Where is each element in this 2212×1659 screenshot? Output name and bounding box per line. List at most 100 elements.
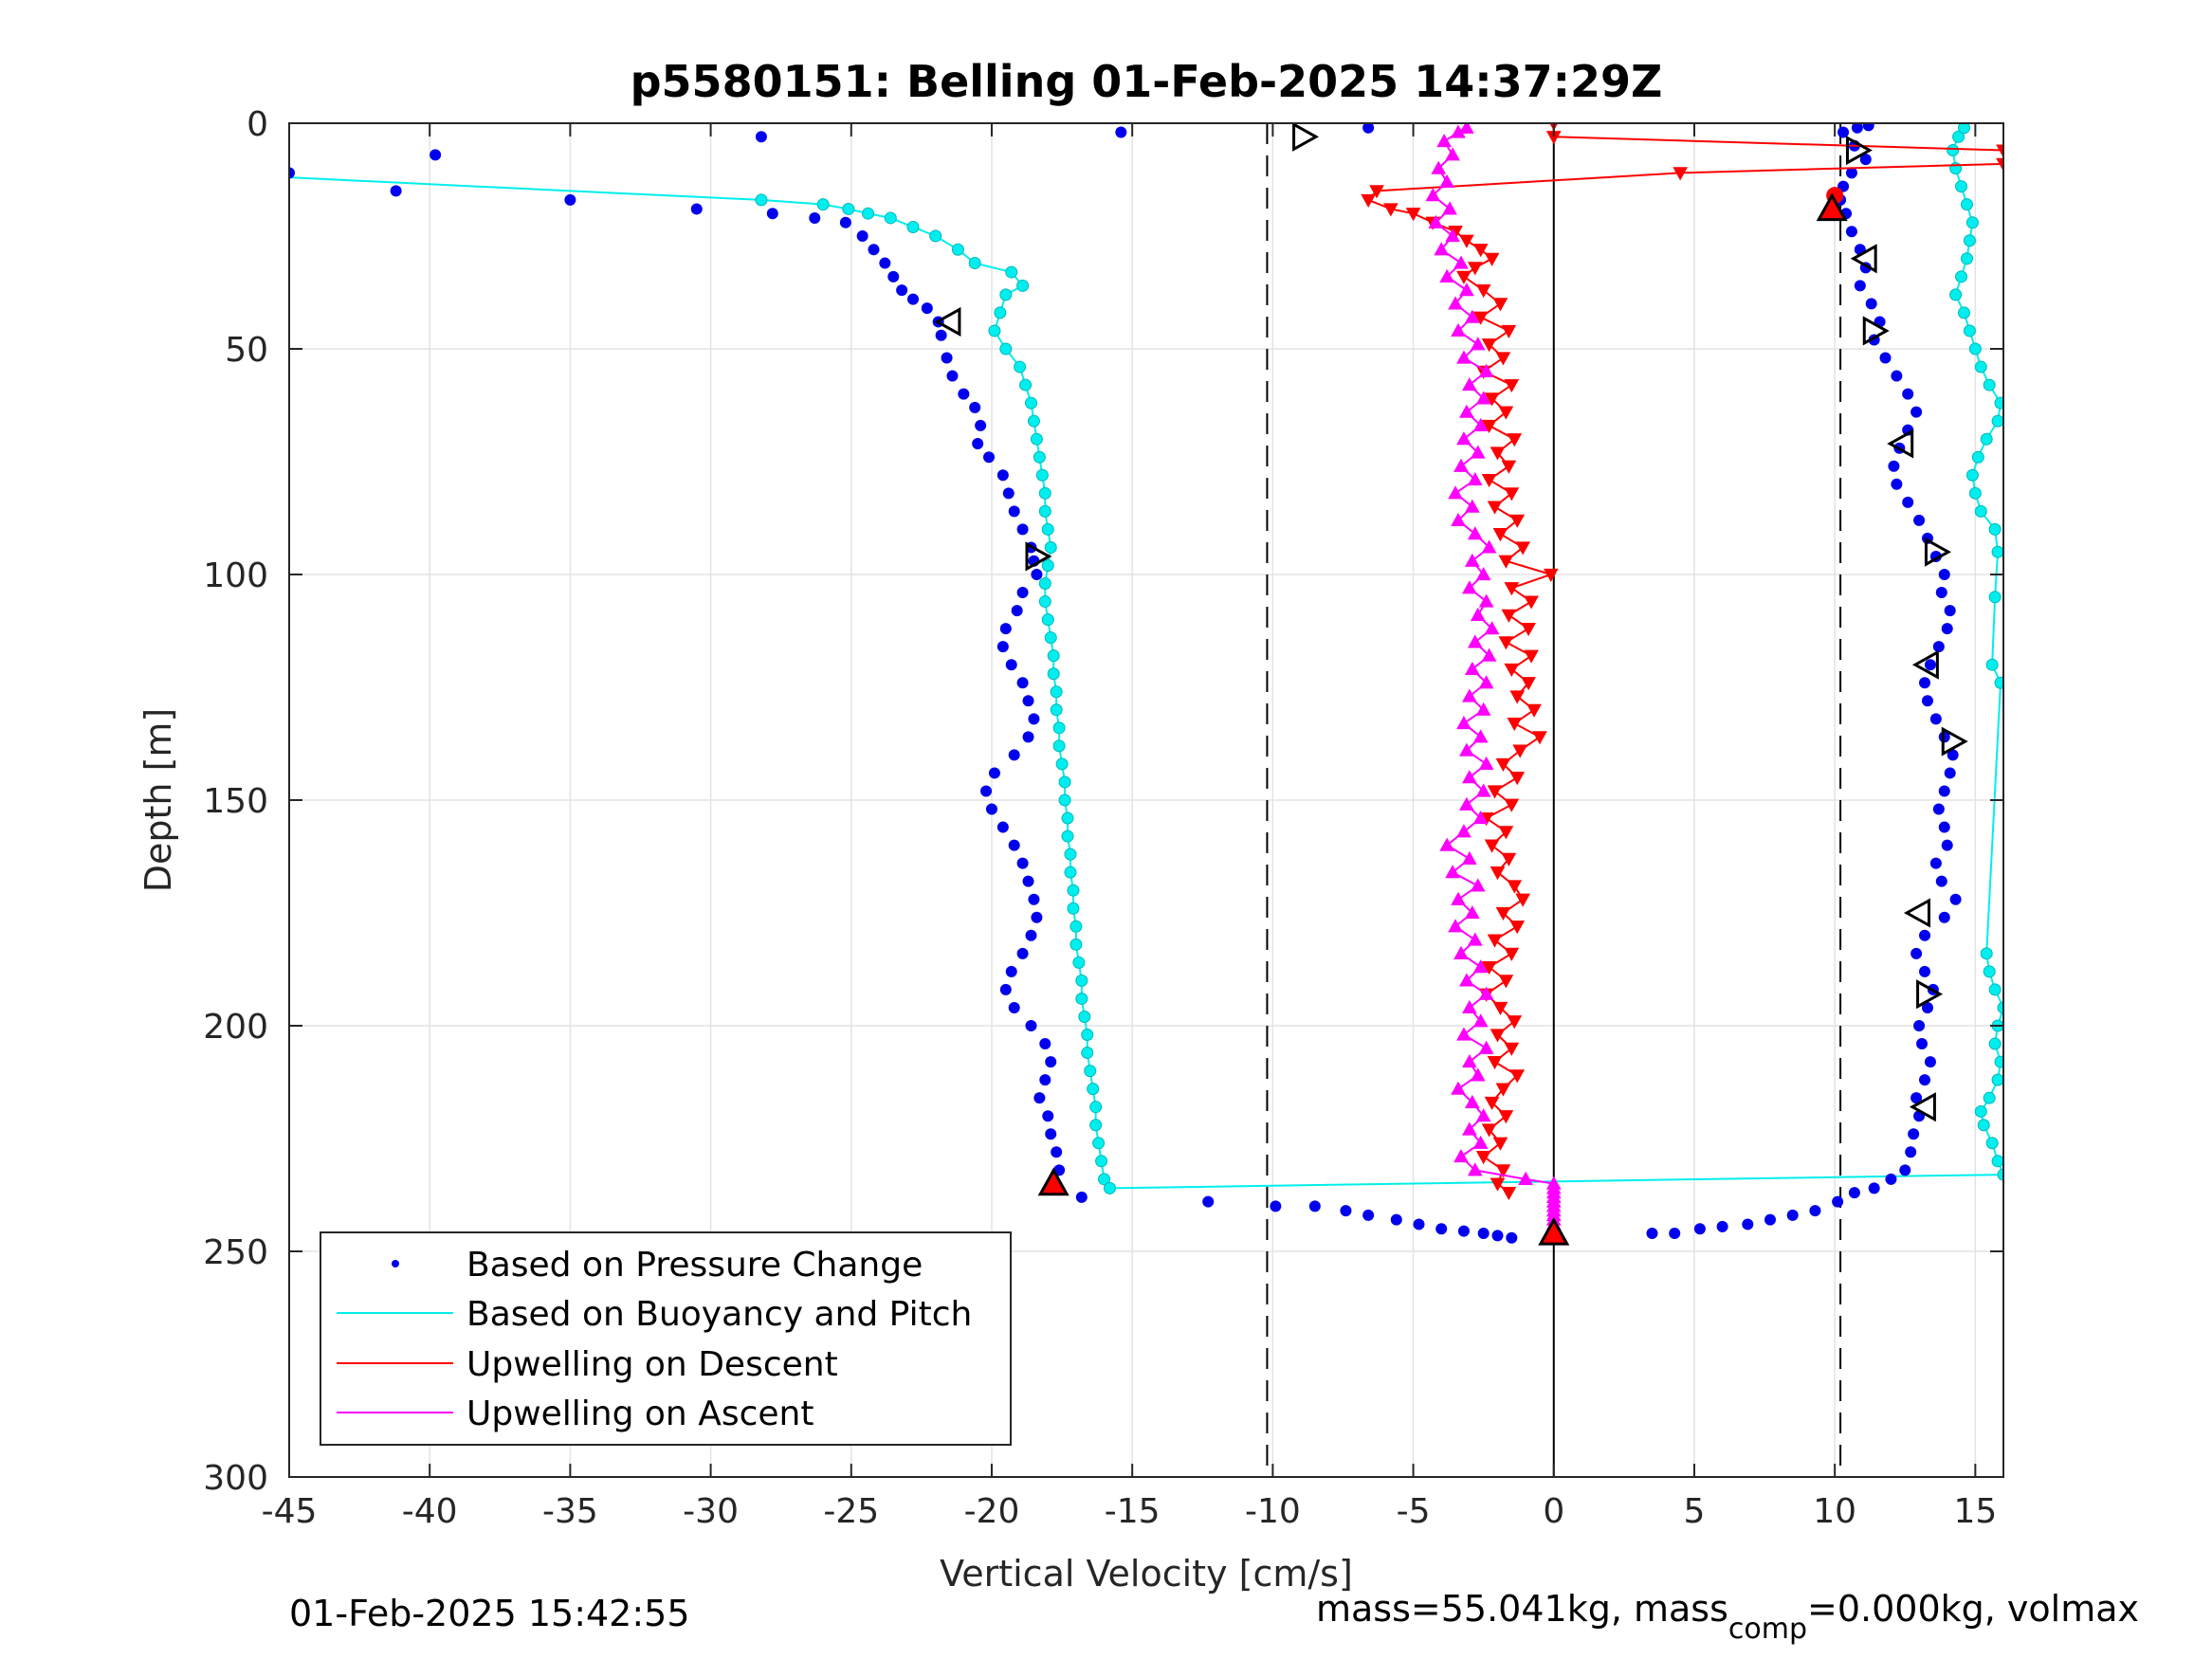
upwelling-descent-point <box>1501 460 1517 474</box>
upwelling-ascent-point <box>1439 268 1454 283</box>
upwelling-descent-point <box>1487 934 1503 948</box>
open-left-triangle <box>1911 649 1939 680</box>
pressure-point <box>1910 947 1923 959</box>
upwelling-descent-point <box>1515 893 1531 907</box>
pressure-point <box>1947 749 1959 761</box>
buoyancy-point <box>1038 577 1051 591</box>
legend-label-buoyancy: Based on Buoyancy and Pitch <box>466 1295 972 1334</box>
upwelling-ascent-point <box>1475 702 1491 716</box>
upwelling-ascent-point <box>1459 796 1474 811</box>
pressure-point <box>1913 1020 1926 1031</box>
upwelling-descent-point <box>1490 1029 1506 1043</box>
open-right-triangle <box>1025 541 1052 572</box>
buoyancy-point <box>1019 378 1033 392</box>
pressure-point <box>1919 1074 1931 1086</box>
upwelling-ascent-point <box>1478 363 1494 377</box>
pressure-point <box>1913 514 1926 526</box>
red-up-triangle <box>1538 1216 1570 1246</box>
y-tick-label: 300 <box>203 1459 268 1498</box>
upwelling-descent-point <box>1524 595 1539 610</box>
upwelling-ascent-point <box>1459 404 1474 418</box>
pressure-point <box>1809 1205 1821 1217</box>
upwelling-ascent-point <box>1456 1027 1472 1041</box>
buoyancy-point <box>1038 504 1051 518</box>
legend-label-pressure: Based on Pressure Change <box>466 1246 923 1285</box>
pressure-point <box>839 216 851 228</box>
upwelling-descent-point <box>1456 270 1472 284</box>
pressure-point <box>887 270 900 283</box>
pressure-point <box>1075 1191 1088 1203</box>
pressure-point <box>1025 929 1037 941</box>
upwelling-ascent-point <box>1451 891 1466 905</box>
buoyancy-point <box>951 243 964 256</box>
upwelling-descent-point <box>1495 1083 1511 1097</box>
upwelling-descent-point <box>1481 338 1497 353</box>
buoyancy-point <box>1067 902 1080 915</box>
pressure-point <box>1008 505 1020 518</box>
buoyancy-point <box>1983 378 1996 392</box>
open-right-triangle <box>1292 123 1320 152</box>
buoyancy-point <box>1955 180 1968 193</box>
x-tick-label: -40 <box>402 1492 458 1531</box>
pressure-point <box>1848 1187 1860 1199</box>
pressure-point <box>1944 767 1956 779</box>
upwelling-ascent-point <box>1472 959 1489 974</box>
buoyancy-point <box>1081 1029 1094 1042</box>
upwelling-ascent-point <box>1475 1108 1491 1122</box>
pressure-point <box>1891 370 1903 382</box>
series-layer <box>289 123 2003 1477</box>
upwelling-ascent-point <box>1470 607 1486 621</box>
buoyancy-point <box>1038 595 1051 609</box>
upwelling-ascent-point <box>1464 553 1480 567</box>
upwelling-ascent-point <box>1472 1135 1489 1149</box>
upwelling-ascent-point <box>1472 811 1489 825</box>
upwelling-descent-point <box>1504 947 1520 961</box>
pressure-point <box>896 284 908 297</box>
upwelling-descent-point <box>1481 473 1497 488</box>
upwelling-descent-point <box>1524 649 1539 664</box>
buoyancy-point <box>1005 265 1018 279</box>
upwelling-descent-point <box>1498 406 1514 420</box>
pressure-point <box>1919 929 1931 941</box>
pressure-point <box>946 370 959 382</box>
pressure-point <box>983 451 996 464</box>
pressure-point <box>1028 713 1040 725</box>
upwelling-ascent-point <box>1478 675 1494 689</box>
pressure-point <box>1764 1213 1776 1226</box>
upwelling-ascent-point <box>1481 539 1497 554</box>
pressure-point <box>1832 1195 1844 1208</box>
upwelling-ascent-point <box>1545 1176 1562 1190</box>
upwelling-descent-point <box>1509 1069 1526 1084</box>
pressure-point <box>1669 1227 1681 1239</box>
pressure-point <box>1022 875 1034 887</box>
upwelling-descent-point <box>1492 1137 1508 1151</box>
upwelling-ascent-point <box>1464 1094 1480 1109</box>
x-tick-label: 15 <box>1953 1492 1997 1531</box>
upwelling-descent-point <box>1487 1055 1503 1070</box>
buoyancy-point <box>1089 1119 1103 1132</box>
buoyancy-point <box>1997 1168 2003 1181</box>
buoyancy-point <box>1968 342 1982 356</box>
pressure-point <box>1413 1218 1425 1231</box>
buoyancy-point <box>1061 830 1074 843</box>
pressure-point <box>1051 1146 1063 1158</box>
upwelling-descent-point <box>1504 1042 1520 1056</box>
open-right-triangle <box>1924 537 1951 567</box>
buoyancy-point <box>1988 591 2002 604</box>
buoyancy-point <box>1084 1065 1097 1078</box>
pressure-point <box>1031 911 1043 923</box>
buoyancy-point <box>1977 1119 1990 1132</box>
buoyancy-point <box>1078 1010 1091 1023</box>
buoyancy-point <box>1983 1091 1996 1104</box>
pressure-point <box>999 983 1012 995</box>
upwelling-descent-point <box>1509 514 1526 528</box>
open-left-triangle <box>1903 898 1930 928</box>
buoyancy-point <box>1965 468 1979 482</box>
red-up-triangle <box>1816 192 1848 222</box>
upwelling-descent-point <box>1484 839 1500 853</box>
pressure-point <box>1022 695 1034 707</box>
buoyancy-point <box>1103 1181 1116 1194</box>
pressure-point <box>1919 965 1931 977</box>
buoyancy-point <box>1974 360 1987 374</box>
